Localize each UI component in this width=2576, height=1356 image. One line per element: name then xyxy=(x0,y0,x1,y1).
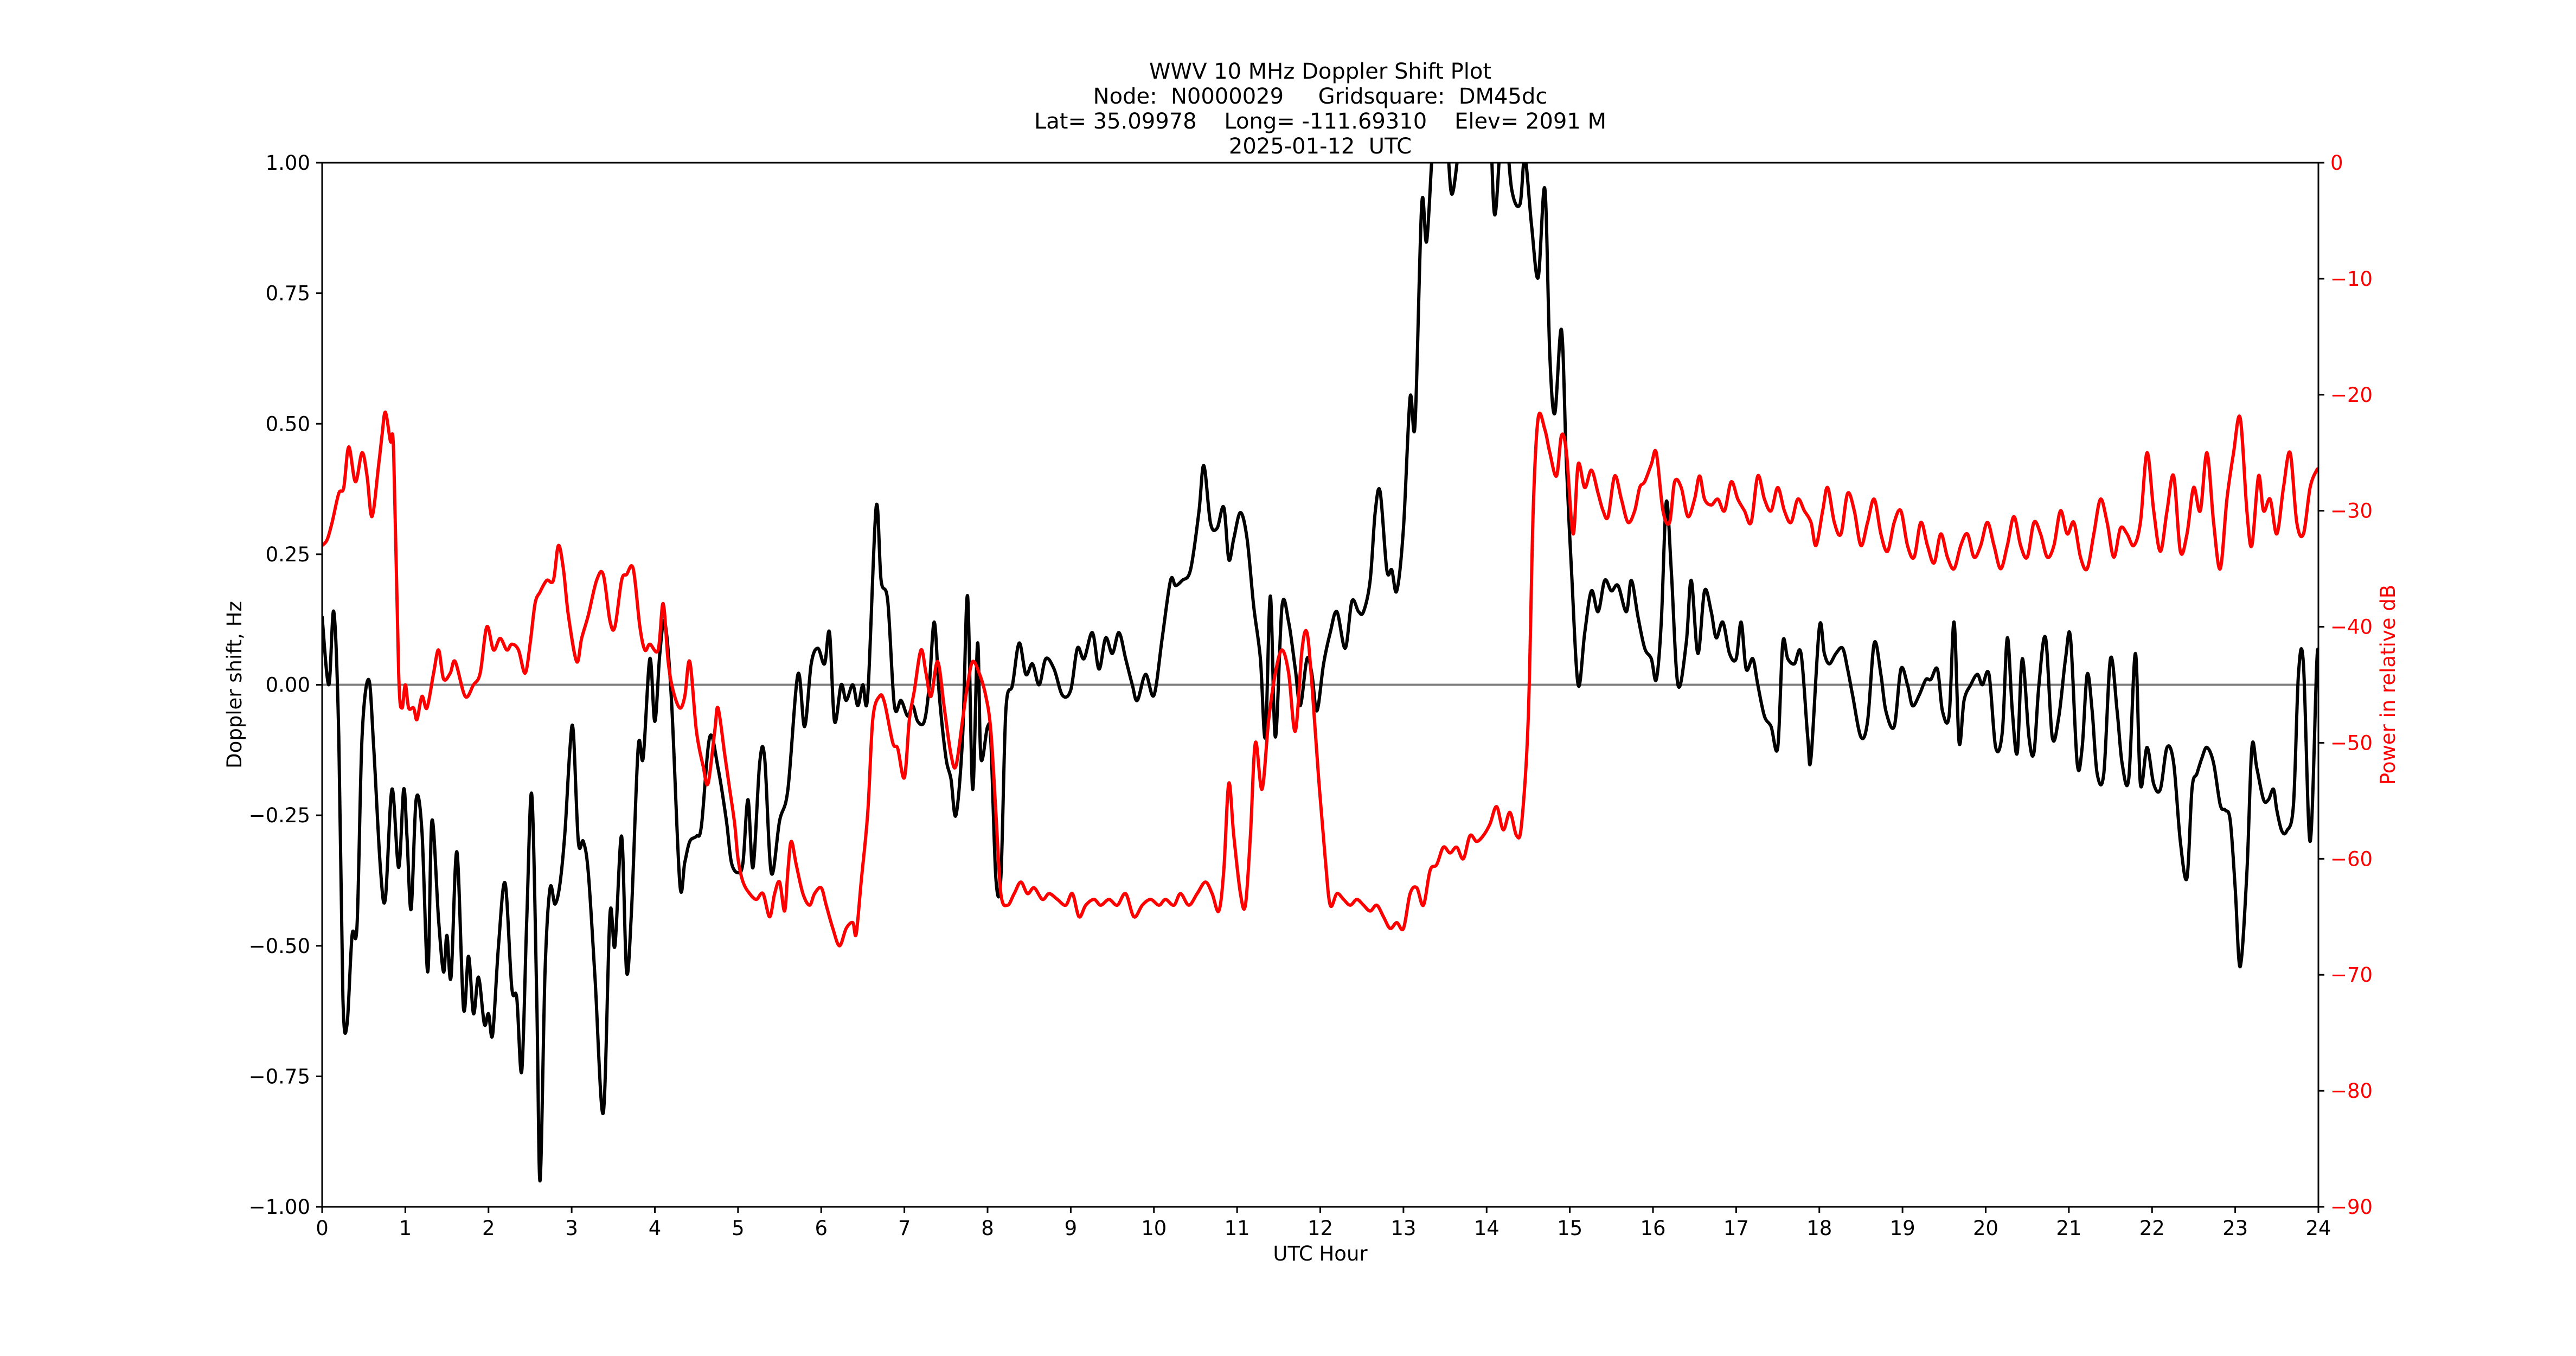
chart-title: WWV 10 MHz Doppler Shift Plot xyxy=(1149,59,1492,84)
power-line xyxy=(322,410,2318,948)
right-y-tick-label: −70 xyxy=(2330,963,2373,987)
left-y-tick-label: −0.50 xyxy=(249,935,310,958)
x-tick-label: 9 xyxy=(1065,1217,1078,1240)
x-tick-label: 10 xyxy=(1141,1217,1167,1240)
chart-subtitle-date: 2025-01-12 UTC xyxy=(1228,134,1412,159)
x-tick-label: 17 xyxy=(1723,1217,1749,1240)
chart-subtitle-location: Lat= 35.09978 Long= -111.69310 Elev= 209… xyxy=(1034,109,1606,134)
x-tick-label: 18 xyxy=(1806,1217,1832,1240)
x-tick-label: 14 xyxy=(1474,1217,1500,1240)
chart-subtitle-node: Node: N0000029 Gridsquare: DM45dc xyxy=(1093,84,1548,109)
left-y-tick-label: 0.25 xyxy=(266,543,310,566)
x-tick-label: 5 xyxy=(732,1217,745,1240)
x-tick-label: 7 xyxy=(898,1217,911,1240)
x-axis-ticks: 0 1 2 3 4 5 6 7 8 9 10 11 12 13 14 15 16 17 18 19 20 21 22 23 24 xyxy=(316,1207,2331,1240)
left-y-axis-label: Doppler shift, Hz xyxy=(222,601,246,769)
x-tick-label: 8 xyxy=(981,1217,994,1240)
x-tick-label: 11 xyxy=(1225,1217,1250,1240)
x-tick-label: 19 xyxy=(1890,1217,1915,1240)
series-layer xyxy=(322,163,2318,1182)
right-y-tick-label: −90 xyxy=(2330,1195,2373,1219)
right-y-tick-label: −80 xyxy=(2330,1079,2373,1103)
left-y-axis-ticks: 1.00 0.75 0.50 0.25 0.00 −0.25 −0.50 −0.75 −1.00 xyxy=(249,151,322,1219)
right-y-tick-label: 0 xyxy=(2330,151,2343,175)
right-y-tick-label: −60 xyxy=(2330,847,2373,871)
right-y-tick-label: −50 xyxy=(2330,731,2373,754)
x-tick-label: 16 xyxy=(1640,1217,1665,1240)
x-tick-label: 22 xyxy=(2139,1217,2165,1240)
right-y-axis-label: Power in relative dB xyxy=(2376,584,2400,785)
x-tick-label: 0 xyxy=(316,1217,329,1240)
x-axis-label: UTC Hour xyxy=(1273,1242,1368,1265)
left-y-tick-label: −0.25 xyxy=(249,804,310,827)
right-y-tick-label: −30 xyxy=(2330,500,2373,523)
x-tick-label: 23 xyxy=(2222,1217,2248,1240)
x-tick-label: 3 xyxy=(565,1217,578,1240)
x-tick-label: 21 xyxy=(2056,1217,2081,1240)
doppler-line xyxy=(322,163,2318,1182)
left-y-tick-label: 0.00 xyxy=(266,674,310,697)
x-tick-label: 20 xyxy=(1973,1217,1998,1240)
right-y-tick-label: −40 xyxy=(2330,616,2373,639)
x-tick-label: 2 xyxy=(482,1217,495,1240)
x-tick-label: 4 xyxy=(649,1217,662,1240)
left-y-tick-label: 0.50 xyxy=(266,412,310,436)
x-tick-label: 6 xyxy=(815,1217,828,1240)
left-y-tick-label: 0.75 xyxy=(266,282,310,305)
x-tick-label: 1 xyxy=(399,1217,412,1240)
x-tick-label: 15 xyxy=(1557,1217,1582,1240)
right-y-tick-label: −20 xyxy=(2330,383,2373,407)
x-tick-label: 13 xyxy=(1390,1217,1416,1240)
x-tick-label: 24 xyxy=(2305,1217,2331,1240)
left-y-tick-label: −0.75 xyxy=(249,1065,310,1088)
left-y-tick-label: 1.00 xyxy=(266,151,310,175)
right-y-axis-ticks: 0 −10 −20 −30 −40 −50 −60 −70 −80 −90 xyxy=(2318,151,2373,1219)
left-y-tick-label: −1.00 xyxy=(249,1195,310,1219)
x-tick-label: 12 xyxy=(1308,1217,1333,1240)
right-y-tick-label: −10 xyxy=(2330,267,2373,291)
